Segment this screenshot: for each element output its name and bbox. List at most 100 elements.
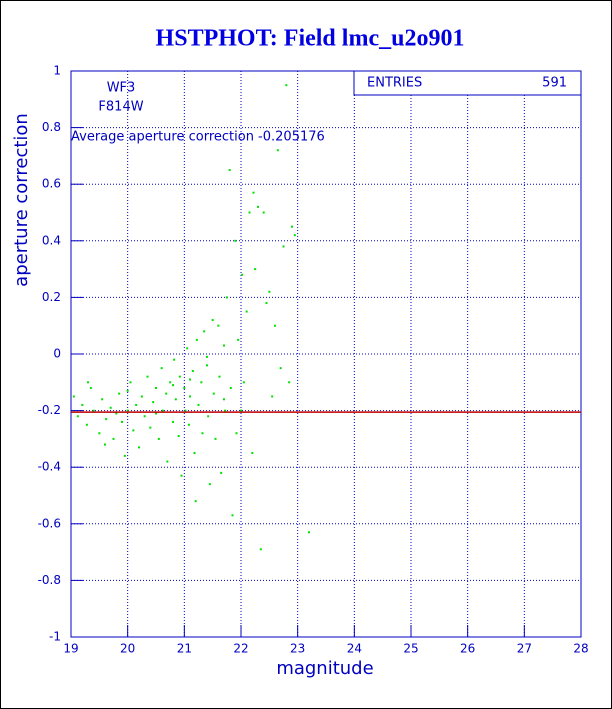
point	[138, 446, 140, 449]
point	[248, 211, 251, 214]
y-tick-label: -0.8	[38, 573, 61, 587]
point	[87, 381, 89, 384]
point	[217, 324, 220, 327]
x-tick-label: 25	[403, 642, 418, 656]
point	[72, 395, 75, 398]
point	[191, 369, 194, 372]
point	[271, 395, 274, 398]
x-axis-label: magnitude	[276, 658, 373, 679]
point	[189, 395, 191, 398]
point	[214, 437, 217, 440]
point	[201, 432, 204, 435]
y-tick-label: -0.6	[38, 516, 61, 530]
point	[268, 290, 271, 293]
y-tick-label: 0.8	[42, 120, 61, 134]
x-tick-label: 21	[177, 642, 192, 656]
x-tick-label: 23	[290, 642, 305, 656]
point	[274, 324, 276, 327]
point	[229, 386, 232, 389]
point	[276, 149, 279, 152]
stats-label: ENTRIES	[367, 76, 422, 91]
point	[206, 364, 208, 367]
point	[165, 392, 168, 395]
x-tick-label: 28	[573, 642, 588, 656]
point	[186, 347, 189, 350]
point	[265, 302, 268, 305]
point	[208, 483, 211, 486]
y-tick-label: -0.2	[38, 403, 61, 417]
point	[161, 409, 164, 412]
point	[242, 381, 245, 384]
point	[237, 338, 240, 341]
point	[235, 432, 238, 435]
point	[109, 406, 112, 409]
x-tick-label: 26	[460, 642, 475, 656]
stats-value: 591	[542, 76, 567, 91]
x-tick-label: 22	[233, 642, 248, 656]
point	[234, 239, 237, 242]
point	[252, 191, 255, 194]
point	[193, 452, 196, 455]
x-tick-label: 24	[347, 642, 362, 656]
point	[160, 367, 163, 370]
point	[98, 432, 101, 435]
chart-title: HSTPHOT: Field lmc_u2o901	[156, 26, 465, 52]
point	[178, 375, 181, 378]
point	[200, 381, 203, 384]
point	[308, 531, 310, 534]
y-axis-label: aperture correction	[11, 113, 32, 287]
point	[211, 319, 214, 322]
point	[129, 381, 132, 384]
point	[155, 386, 157, 389]
point	[101, 398, 104, 401]
point	[293, 234, 296, 237]
point	[104, 443, 106, 446]
point	[251, 452, 254, 455]
point	[157, 437, 160, 440]
point	[149, 426, 152, 429]
point	[218, 375, 221, 378]
point	[143, 415, 146, 418]
point	[187, 423, 190, 426]
point	[262, 211, 265, 214]
point	[203, 330, 206, 333]
point	[126, 409, 129, 412]
point	[231, 514, 234, 517]
point	[123, 454, 126, 457]
point	[146, 375, 149, 378]
point	[126, 389, 129, 392]
y-tick-label: 1	[53, 64, 61, 78]
y-tick-label: 0.2	[42, 290, 61, 304]
y-tick-label: 0.4	[42, 233, 61, 247]
point	[166, 460, 169, 463]
point	[225, 296, 228, 299]
point	[177, 435, 180, 438]
point	[189, 378, 191, 381]
x-tick-label: 27	[517, 642, 532, 656]
point	[240, 409, 242, 412]
point	[172, 384, 174, 387]
point	[112, 437, 115, 440]
point	[194, 500, 197, 503]
point	[132, 429, 135, 432]
point	[81, 403, 84, 406]
point	[115, 412, 118, 415]
point	[223, 398, 225, 401]
point	[212, 392, 215, 395]
point	[207, 415, 210, 418]
point	[85, 423, 88, 426]
point	[254, 268, 257, 271]
point	[291, 225, 293, 228]
point	[285, 84, 288, 87]
point	[241, 273, 244, 276]
point	[174, 398, 177, 401]
annotation: F814W	[98, 100, 143, 115]
x-tick-label: 20	[120, 642, 135, 656]
point	[92, 409, 95, 412]
point	[135, 403, 138, 406]
x-tick-label: 19	[63, 642, 78, 656]
point	[220, 471, 223, 474]
point	[105, 418, 108, 421]
point	[172, 420, 174, 423]
